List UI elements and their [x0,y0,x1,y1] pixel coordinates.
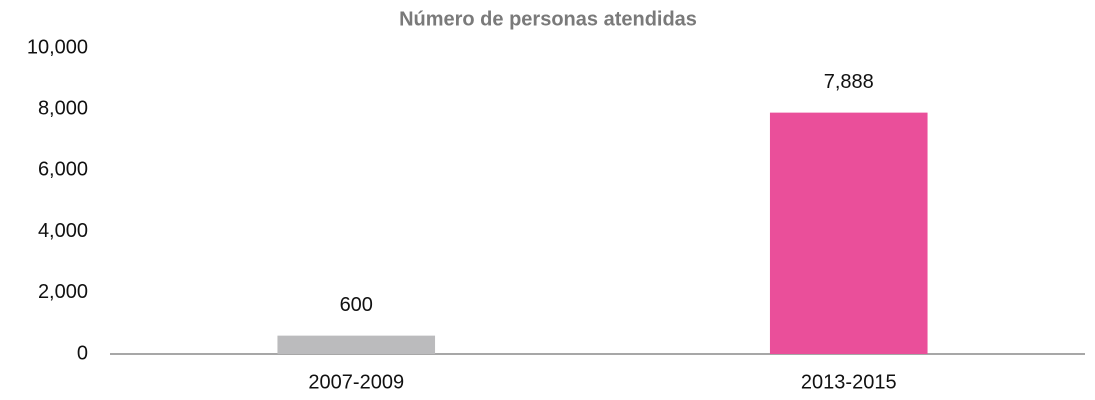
y-tick-label: 8,000 [38,97,88,119]
y-tick-label: 4,000 [38,220,88,242]
bar [277,335,436,354]
y-tick-label: 10,000 [27,36,88,58]
y-tick-label: 0 [77,342,88,364]
bar [769,112,928,354]
value-label: 7,888 [824,71,874,93]
x-tick-label: 2007-2009 [308,371,404,393]
value-label: 600 [340,294,373,316]
y-tick-label: 6,000 [38,159,88,181]
y-tick-label: 2,000 [38,281,88,303]
x-tick-label: 2013-2015 [801,371,897,393]
chart-title: Número de personas atendidas [399,8,697,30]
